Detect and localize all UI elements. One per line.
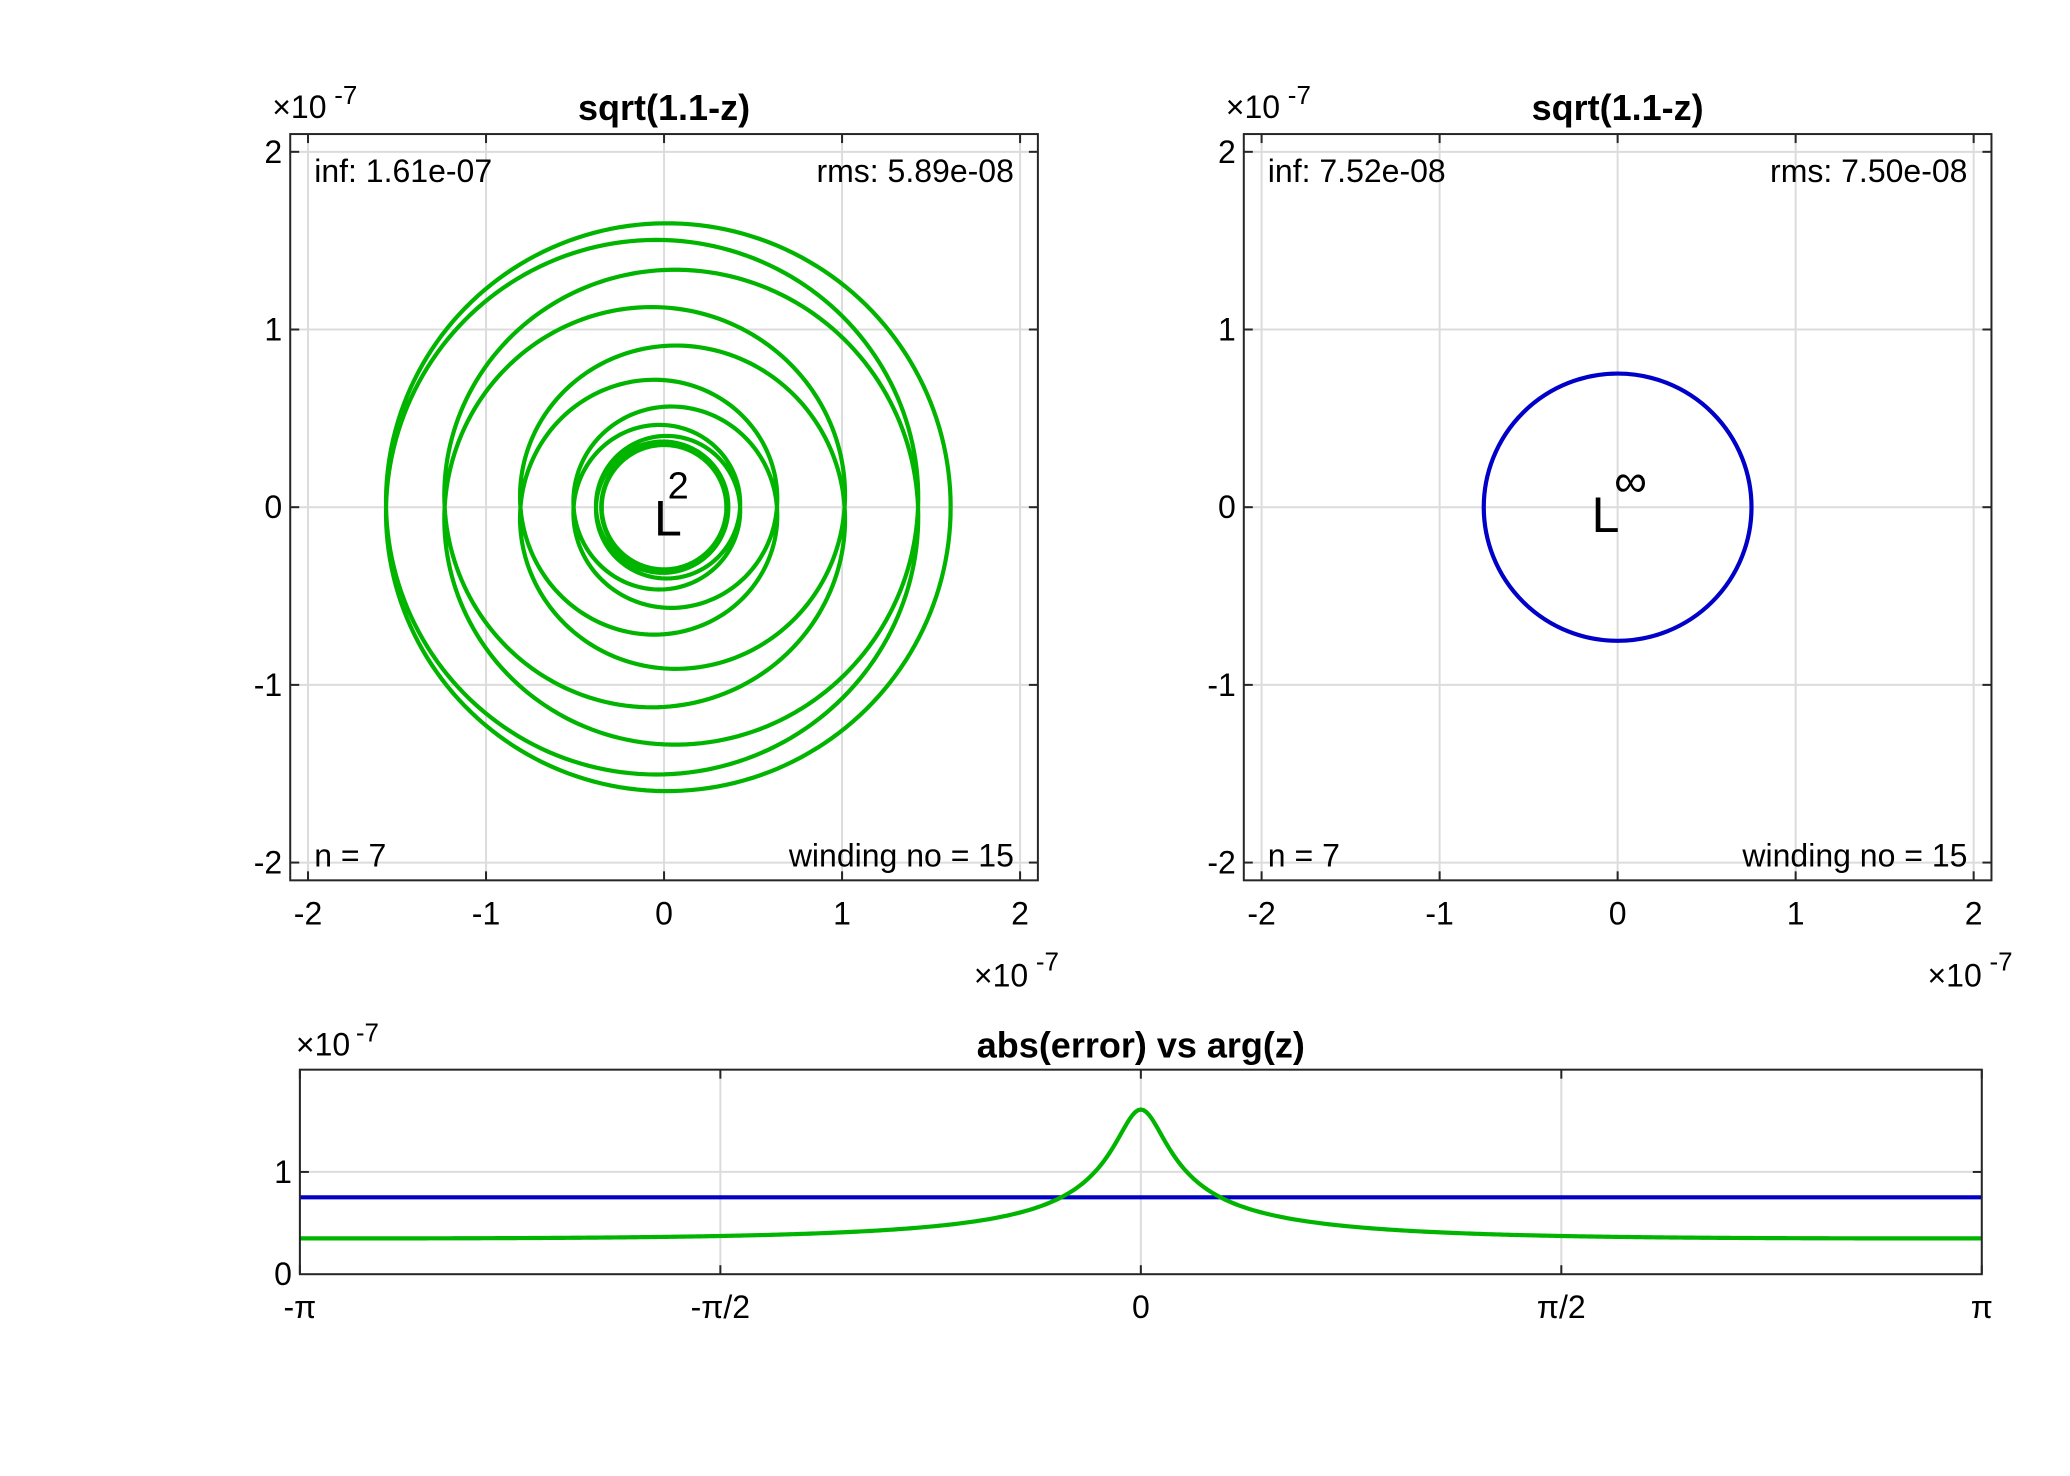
error-series-line <box>299 1107 1982 1241</box>
y-tick-label: 2 <box>1218 134 1236 170</box>
tick-marks <box>290 134 1038 881</box>
x-exponent-label: ×10 -7 <box>974 946 1059 993</box>
x-tick-label: 1 <box>833 895 851 931</box>
x-tick-labels: -2 -1 0 1 2 <box>294 895 1029 931</box>
x-tick-label: 2 <box>1965 895 1983 931</box>
subplot-l2-error: sqrt(1.1-z) ×10 -7 ×10 -7 -2 -1 0 1 2 2 … <box>254 80 1059 993</box>
norm-label-superscript: 2 <box>668 465 689 507</box>
plot-title: abs(error) vs arg(z) <box>977 1025 1305 1066</box>
winding-annotation: winding no = 15 <box>788 837 1014 873</box>
svg-text:-7: -7 <box>334 80 357 110</box>
inf-norm-annotation: inf: 1.61e-07 <box>314 153 492 189</box>
svg-text:-7: -7 <box>356 1018 379 1048</box>
x-tick-label: -1 <box>472 895 500 931</box>
x-tick-label: π/2 <box>1537 1289 1586 1325</box>
error-series <box>299 1107 1982 1241</box>
x-tick-label: -2 <box>1247 895 1275 931</box>
svg-text:-7: -7 <box>1036 946 1059 976</box>
y-tick-label: 1 <box>1218 312 1236 348</box>
error-circle <box>1481 371 1754 643</box>
y-tick-label: -2 <box>1207 845 1235 881</box>
y-exponent-label: ×10 -7 <box>272 80 357 125</box>
rms-annotation: rms: 7.50e-08 <box>1770 153 1967 189</box>
subplot-abs-error: abs(error) vs arg(z) ×10 -7 -π -π/2 0 π/… <box>274 1018 1993 1326</box>
inf-norm-annotation: inf: 7.52e-08 <box>1268 153 1446 189</box>
tick-marks <box>1243 134 1992 881</box>
grid-lines <box>290 134 1038 881</box>
x-tick-label: π <box>1971 1289 1993 1325</box>
x-tick-label: 0 <box>1132 1289 1150 1325</box>
x-tick-label: 1 <box>1787 895 1805 931</box>
y-tick-label: -1 <box>254 667 282 703</box>
degree-annotation: n = 7 <box>1268 837 1340 873</box>
x-tick-label: -π/2 <box>691 1289 750 1325</box>
error-curve <box>383 221 953 794</box>
plot-title: sqrt(1.1-z) <box>1532 87 1704 128</box>
tick-marks <box>298 1069 1983 1275</box>
y-tick-label: 1 <box>274 1154 292 1190</box>
x-tick-label: -2 <box>294 895 322 931</box>
norm-label: L <box>654 491 682 547</box>
x-exponent-label: ×10 -7 <box>1927 946 2012 993</box>
error-curve-linf <box>1481 371 1754 643</box>
y-tick-label: 0 <box>274 1256 292 1292</box>
svg-text:-7: -7 <box>1288 80 1311 110</box>
y-tick-labels: 1 0 <box>274 1154 292 1292</box>
x-tick-label: -1 <box>1425 895 1453 931</box>
y-exponent-label: ×10 -7 <box>296 1018 379 1063</box>
y-exponent-label: ×10 -7 <box>1226 80 1311 125</box>
rms-annotation: rms: 5.89e-08 <box>816 153 1013 189</box>
y-tick-label: 1 <box>264 312 282 348</box>
y-tick-label: -2 <box>254 845 282 881</box>
x-tick-labels: -2 -1 0 1 2 <box>1247 895 1982 931</box>
x-tick-label: 0 <box>1609 895 1627 931</box>
svg-text:×10: ×10 <box>296 1027 350 1063</box>
norm-label-superscript: ∞ <box>1614 455 1647 507</box>
x-tick-labels: -π -π/2 0 π/2 π <box>284 1289 1993 1325</box>
norm-label: L <box>1592 487 1620 543</box>
y-tick-labels: 2 1 0 -1 -2 <box>254 134 282 881</box>
svg-text:×10: ×10 <box>1927 957 1981 993</box>
svg-text:×10: ×10 <box>1226 89 1280 125</box>
x-tick-label: 0 <box>655 895 673 931</box>
plot-title: sqrt(1.1-z) <box>578 87 750 128</box>
x-tick-label: 2 <box>1011 895 1029 931</box>
degree-annotation: n = 7 <box>314 837 386 873</box>
winding-annotation: winding no = 15 <box>1741 837 1967 873</box>
svg-text:×10: ×10 <box>974 957 1028 993</box>
grid-lines <box>1243 134 1992 881</box>
y-tick-labels: 2 1 0 -1 -2 <box>1207 134 1235 881</box>
y-tick-label: 0 <box>264 489 282 525</box>
svg-text:-7: -7 <box>1989 946 2012 976</box>
subplot-linf-error: sqrt(1.1-z) ×10 -7 ×10 -7 -2 -1 0 1 2 2 … <box>1207 80 2012 993</box>
y-tick-label: -1 <box>1207 667 1235 703</box>
y-tick-label: 0 <box>1218 489 1236 525</box>
x-tick-label: -π <box>284 1289 317 1325</box>
y-tick-label: 2 <box>264 134 282 170</box>
svg-text:×10: ×10 <box>272 89 326 125</box>
error-curve-l2 <box>383 221 953 794</box>
